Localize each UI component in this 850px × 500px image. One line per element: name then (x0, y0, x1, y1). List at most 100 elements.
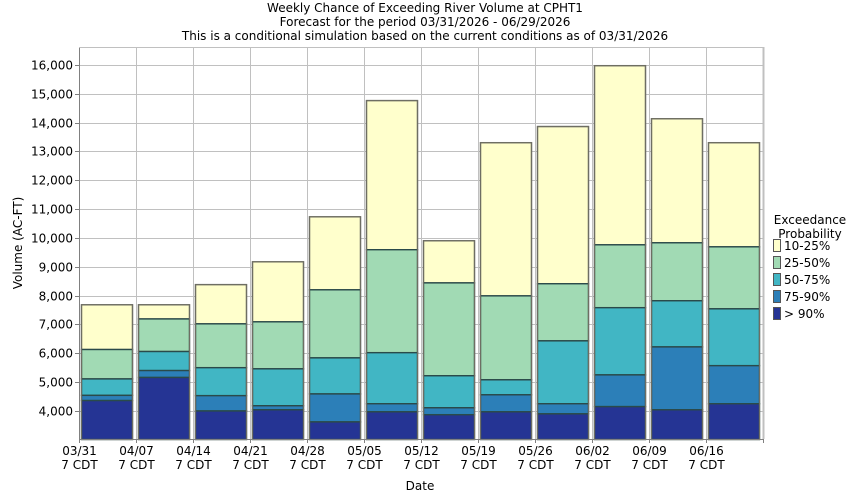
bar-segment-90 (80, 399, 134, 441)
y-tick-label: 15,000 (31, 88, 73, 102)
bar-segment-25-50 (593, 244, 647, 309)
legend-swatch (773, 290, 781, 303)
bar-segment-75-90 (137, 369, 191, 379)
bar-segment-10-25 (593, 64, 647, 246)
bar-segment-10-25 (80, 304, 134, 351)
legend-label: 75-90% (784, 290, 830, 304)
bar-segment-50-75 (479, 379, 533, 396)
x-tick-label-time: 7 CDT (517, 458, 554, 472)
legend-swatch (773, 273, 781, 286)
bar-segment-90 (422, 413, 476, 441)
x-tick-label-date: 04/14 (176, 444, 211, 458)
bar-segment-10-25 (137, 304, 191, 320)
bar-segment-50-75 (707, 308, 761, 367)
y-tick-label: 11,000 (31, 203, 73, 217)
legend-label: > 90% (784, 307, 825, 321)
bar-segment-75-90 (365, 403, 419, 413)
bar-segment-90 (308, 421, 362, 441)
bar-segment-25-50 (308, 289, 362, 359)
legend-title-line2: Probability (778, 227, 841, 241)
legend: Exceedance Probability 10-25% 25-50% 50-75… (773, 213, 846, 321)
x-tick-label-date: 04/28 (290, 444, 325, 458)
bar-segment-50-75 (536, 340, 590, 405)
bar-segment-25-50 (650, 242, 704, 302)
x-tick-label-date: 06/09 (632, 444, 667, 458)
x-tick-label-time: 7 CDT (289, 458, 326, 472)
chart-title: Weekly Chance of Exceeding River Volume … (267, 1, 583, 15)
x-tick-label-date: 05/26 (518, 444, 553, 458)
bar-segment-10-25 (194, 283, 248, 325)
bar-segment-25-50 (707, 246, 761, 310)
x-tick-label-time: 7 CDT (574, 458, 611, 472)
y-tick-label: 4,000 (39, 405, 73, 419)
bar-segment-10-25 (707, 141, 761, 248)
x-tick-label-time: 7 CDT (175, 458, 212, 472)
x-tick-label-date: 04/21 (233, 444, 268, 458)
y-axis-label: Volume (AC-FT) (11, 197, 25, 290)
x-tick-label-date: 06/02 (575, 444, 610, 458)
bar-segment-10-25 (365, 99, 419, 251)
x-tick-label-time: 7 CDT (346, 458, 383, 472)
y-tick-label: 16,000 (31, 59, 73, 73)
x-tick-label-time: 7 CDT (631, 458, 668, 472)
legend-title-line1: Exceedance (774, 213, 846, 227)
bar-segment-25-50 (536, 283, 590, 342)
x-axis-label: Date (406, 479, 435, 493)
y-tick-label: 14,000 (31, 117, 73, 131)
bar-segment-25-50 (137, 318, 191, 353)
chart-subtitle-period: Forecast for the period 03/31/2026 - 06/… (280, 15, 571, 29)
y-tick-label: 13,000 (31, 145, 73, 159)
bar-segment-75-90 (194, 394, 248, 412)
x-tick-label-date: 05/05 (347, 444, 382, 458)
bar-segment-90 (365, 411, 419, 441)
bar-segment-25-50 (251, 321, 305, 370)
bar-segment-90 (479, 411, 533, 441)
bar-segment-75-90 (80, 394, 134, 402)
legend-swatch (773, 307, 781, 320)
chart-title-block: Weekly Chance of Exceeding River Volume … (181, 1, 668, 43)
y-tick-label: 10,000 (31, 232, 73, 246)
bar-segment-10-25 (536, 125, 590, 285)
bar-segment-75-90 (593, 374, 647, 408)
bar-segment-75-90 (536, 403, 590, 415)
bar-segment-25-50 (479, 295, 533, 381)
bar-segment-50-75 (422, 375, 476, 409)
bar-segment-75-90 (479, 394, 533, 413)
x-tick-label-time: 7 CDT (403, 458, 440, 472)
bar-segment-50-75 (650, 300, 704, 348)
x-tick-label-time: 7 CDT (688, 458, 725, 472)
bar-segment-25-50 (80, 348, 134, 380)
bar-segment-25-50 (422, 282, 476, 377)
y-tick-label: 12,000 (31, 174, 73, 188)
bar-segment-25-50 (194, 323, 248, 369)
y-axis-ticks: 4,000 5,000 6,000 7,000 8,000 9,000 10,000 11,0… (31, 59, 79, 419)
bar-segment-50-75 (194, 366, 248, 397)
bar-segment-90 (650, 409, 704, 441)
x-tick-label-time: 7 CDT (118, 458, 155, 472)
x-tick-label-date: 05/19 (461, 444, 496, 458)
bar-segment-10-25 (479, 141, 533, 297)
y-tick-label: 5,000 (39, 376, 73, 390)
bar-segment-10-25 (251, 261, 305, 323)
x-tick-label-date: 06/16 (689, 444, 724, 458)
bar-segment-10-25 (650, 118, 704, 244)
y-tick-label: 8,000 (39, 290, 73, 304)
x-tick-label-date: 04/07 (119, 444, 154, 458)
chart-subtitle-conditions: This is a conditional simulation based o… (181, 29, 668, 43)
x-tick-label-time: 7 CDT (61, 458, 98, 472)
y-tick-label: 9,000 (39, 261, 73, 275)
bar-segment-75-90 (422, 407, 476, 416)
y-tick-label: 6,000 (39, 347, 73, 361)
bar-segment-90 (593, 405, 647, 441)
bar-segment-50-75 (137, 350, 191, 372)
bar-segment-50-75 (251, 368, 305, 407)
bar-segment-10-25 (308, 216, 362, 291)
gridlines (79, 47, 764, 439)
bar-segment-90 (194, 410, 248, 441)
bar-segment-90 (707, 403, 761, 441)
legend-swatch (773, 239, 781, 252)
y-tick-label: 7,000 (39, 318, 73, 332)
legend-swatch (773, 256, 781, 269)
